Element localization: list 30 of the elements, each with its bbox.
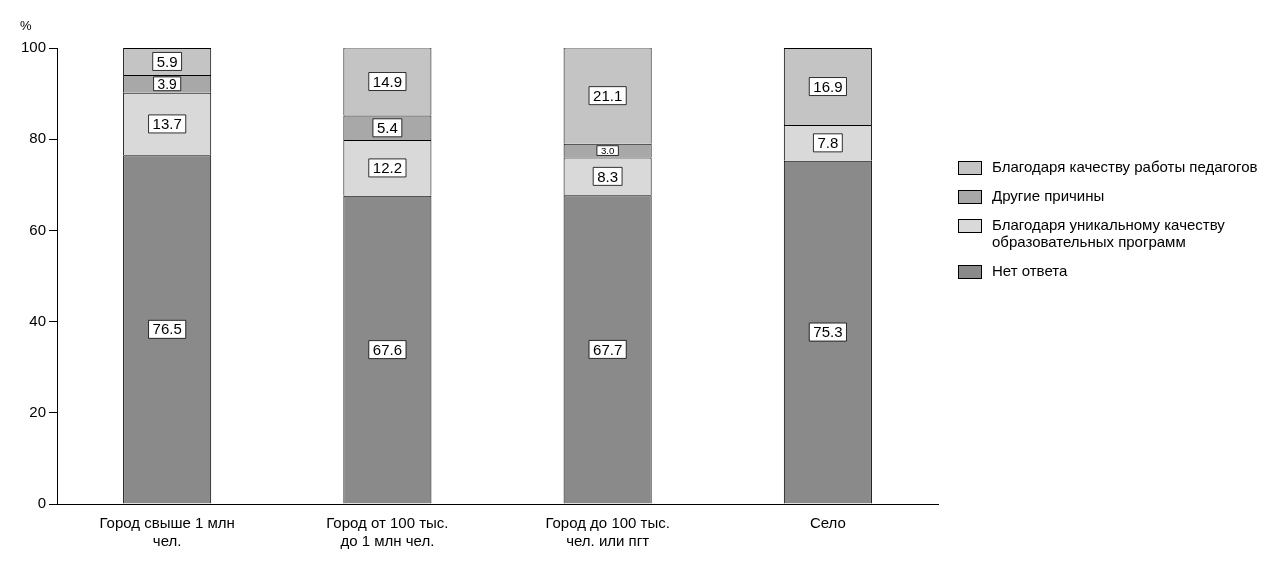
x-tick-label: Город свыше 1 млн чел. xyxy=(99,514,235,550)
x-tick-label: Село xyxy=(809,514,846,532)
data-label: 5.4 xyxy=(376,118,398,136)
data-label: 21.1 xyxy=(593,86,623,104)
y-tick-label: 60 xyxy=(29,220,47,238)
data-label: 7.8 xyxy=(817,133,839,151)
y-tick-label: 100 xyxy=(21,38,47,56)
data-label: 8.3 xyxy=(597,167,619,185)
data-label: 76.5 xyxy=(152,320,182,338)
data-label: 75.3 xyxy=(813,323,843,341)
data-label: 14.9 xyxy=(372,72,402,90)
data-label: 67.6 xyxy=(372,340,402,358)
data-label: 5.9 xyxy=(156,52,178,70)
x-tick-label: Город до 100 тыс. чел. или пгт xyxy=(545,514,670,550)
y-tick-label: 0 xyxy=(37,494,47,512)
data-label: 3.9 xyxy=(157,76,177,92)
legend-label: Благодаря качеству работы педагогов xyxy=(992,158,1258,175)
data-label: 12.2 xyxy=(372,159,402,177)
legend-label: Благодаря уникальному качеству образовательных программ xyxy=(992,216,1226,250)
data-label: 13.7 xyxy=(152,115,182,133)
y-axis-title: % xyxy=(20,17,32,33)
y-tick-label: 40 xyxy=(29,311,47,329)
data-label: 3.0 xyxy=(600,145,615,157)
data-label: 67.7 xyxy=(593,340,623,358)
y-tick-label: 80 xyxy=(29,129,47,147)
data-label: 16.9 xyxy=(813,77,843,95)
legend-label: Другие причины xyxy=(992,187,1105,204)
legend-label: Нет ответа xyxy=(992,262,1068,279)
y-tick-label: 20 xyxy=(29,402,47,420)
x-tick-label: Город от 100 тыс. до 1 млн чел. xyxy=(326,514,449,550)
